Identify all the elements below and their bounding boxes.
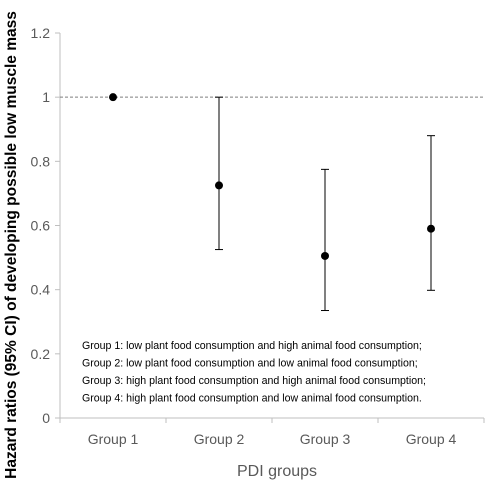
group-definition-line: Group 2: low plant food consumption and …: [82, 358, 418, 370]
x-tick-label: Group 2: [194, 431, 245, 447]
y-tick-label: 0.6: [31, 218, 51, 234]
y-tick-label: 1: [42, 89, 50, 105]
x-tick-labels: Group 1 Group 2 Group 3 Group 4: [88, 431, 457, 447]
y-axis-title: Hazard ratios (95% CI) of developing pos…: [3, 11, 20, 479]
data-point: [215, 181, 223, 190]
x-axis-title: PDI groups: [237, 463, 317, 480]
x-tick-label: Group 1: [88, 431, 139, 447]
data-point: [427, 224, 435, 233]
y-tick-label: 0.2: [31, 346, 51, 362]
y-tick-label: 0.8: [31, 153, 51, 169]
group-definition-line: Group 4: high plant food consumption and…: [82, 393, 422, 405]
group-definition-line: Group 1: low plant food consumption and …: [82, 340, 422, 352]
x-tick-label: Group 3: [300, 431, 351, 447]
y-tick-label: 1.2: [31, 25, 51, 41]
data-point: [321, 251, 329, 260]
y-tick-label: 0.4: [31, 282, 51, 298]
data-marks: [60, 93, 484, 312]
group-definition-line: Group 3: high plant food consumption and…: [82, 375, 426, 387]
group-definitions: Group 1: low plant food consumption and …: [82, 340, 426, 405]
y-tick-labels: 0 0.2 0.4 0.6 0.8 1 1.2: [31, 25, 51, 426]
x-tick-label: Group 4: [406, 431, 457, 447]
y-tick-label: 0: [42, 410, 50, 426]
data-point: [109, 93, 117, 102]
